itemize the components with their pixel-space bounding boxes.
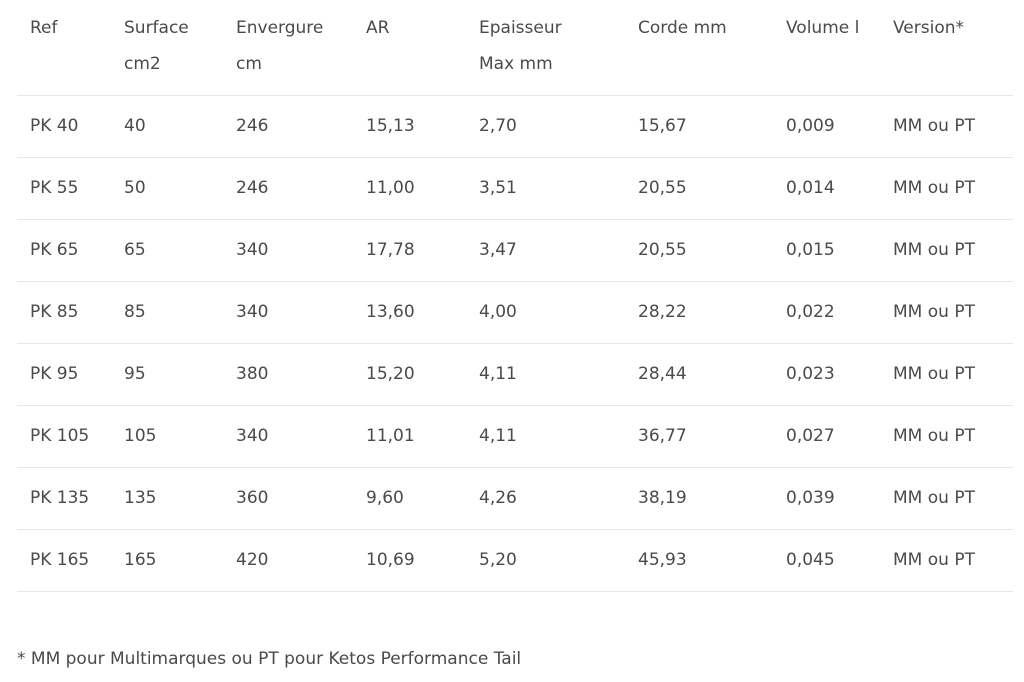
row-divider — [17, 157, 1013, 158]
row-divider — [17, 219, 1013, 220]
table-cell: 0,009 — [786, 116, 835, 136]
table-cell: MM ou PT — [893, 178, 975, 198]
row-divider — [17, 467, 1013, 468]
table-cell: 0,023 — [786, 364, 835, 384]
table-cell: 20,55 — [638, 178, 687, 198]
table-cell: 360 — [236, 488, 269, 508]
table-cell: 15,67 — [638, 116, 687, 136]
table-cell: 380 — [236, 364, 269, 384]
header-cell: Surface — [124, 18, 189, 38]
table-cell: 17,78 — [366, 240, 415, 260]
table-cell: 246 — [236, 116, 269, 136]
header-cell: Envergure — [236, 18, 324, 38]
table-cell: 11,01 — [366, 426, 415, 446]
header-cell: AR — [366, 18, 390, 38]
table-cell: 0,022 — [786, 302, 835, 322]
header-cell: Ref — [30, 18, 58, 38]
table-cell: 10,69 — [366, 550, 415, 570]
table-cell: 95 — [124, 364, 146, 384]
table-cell: PK 65 — [30, 240, 79, 260]
table-cell: 15,20 — [366, 364, 415, 384]
table-cell: 4,11 — [479, 364, 517, 384]
header-cell: cm2 — [124, 54, 161, 74]
header-cell: Epaisseur — [479, 18, 562, 38]
row-divider — [17, 343, 1013, 344]
table-cell: 28,44 — [638, 364, 687, 384]
table-cell: 28,22 — [638, 302, 687, 322]
table-cell: PK 55 — [30, 178, 79, 198]
table-cell: MM ou PT — [893, 488, 975, 508]
table-cell: 0,039 — [786, 488, 835, 508]
table-cell: 0,045 — [786, 550, 835, 570]
header-cell: Max mm — [479, 54, 553, 74]
table-cell: MM ou PT — [893, 240, 975, 260]
row-divider — [17, 281, 1013, 282]
table-cell: MM ou PT — [893, 116, 975, 136]
row-divider — [17, 591, 1013, 592]
table-cell: 13,60 — [366, 302, 415, 322]
header-cell: Corde mm — [638, 18, 727, 38]
table-cell: PK 85 — [30, 302, 79, 322]
table-cell: 38,19 — [638, 488, 687, 508]
table-cell: PK 165 — [30, 550, 90, 570]
table-cell: PK 40 — [30, 116, 79, 136]
table-cell: 15,13 — [366, 116, 415, 136]
table-cell: 45,93 — [638, 550, 687, 570]
table-cell: 85 — [124, 302, 146, 322]
table-cell: 165 — [124, 550, 157, 570]
table-cell: 105 — [124, 426, 157, 446]
table-cell: PK 135 — [30, 488, 90, 508]
table-cell: 5,20 — [479, 550, 517, 570]
table-cell: 135 — [124, 488, 157, 508]
table-cell: 420 — [236, 550, 269, 570]
table-cell: 0,014 — [786, 178, 835, 198]
table-cell: 246 — [236, 178, 269, 198]
table-cell: 4,26 — [479, 488, 517, 508]
row-divider — [17, 529, 1013, 530]
table-cell: 40 — [124, 116, 146, 136]
table-cell: 4,11 — [479, 426, 517, 446]
table-cell: 65 — [124, 240, 146, 260]
table-cell: 2,70 — [479, 116, 517, 136]
table-cell: 36,77 — [638, 426, 687, 446]
table-cell: 4,00 — [479, 302, 517, 322]
row-divider — [17, 95, 1013, 96]
table-cell: 0,015 — [786, 240, 835, 260]
table-cell: 11,00 — [366, 178, 415, 198]
header-cell: Volume l — [786, 18, 860, 38]
table-cell: 3,47 — [479, 240, 517, 260]
row-divider — [17, 405, 1013, 406]
table-cell: MM ou PT — [893, 550, 975, 570]
table-cell: 50 — [124, 178, 146, 198]
table-cell: 0,027 — [786, 426, 835, 446]
header-cell: cm — [236, 54, 262, 74]
table-cell: 340 — [236, 302, 269, 322]
header-cell: Version* — [893, 18, 965, 38]
table-cell: PK 105 — [30, 426, 90, 446]
table-cell: 340 — [236, 240, 269, 260]
table-cell: 9,60 — [366, 488, 404, 508]
table-cell: MM ou PT — [893, 302, 975, 322]
table-cell: MM ou PT — [893, 364, 975, 384]
table-cell: PK 95 — [30, 364, 79, 384]
table-cell: 340 — [236, 426, 269, 446]
table-cell: MM ou PT — [893, 426, 975, 446]
table-cell: 3,51 — [479, 178, 517, 198]
table-cell: 20,55 — [638, 240, 687, 260]
footnote: * MM pour Multimarques ou PT pour Ketos … — [17, 649, 522, 669]
